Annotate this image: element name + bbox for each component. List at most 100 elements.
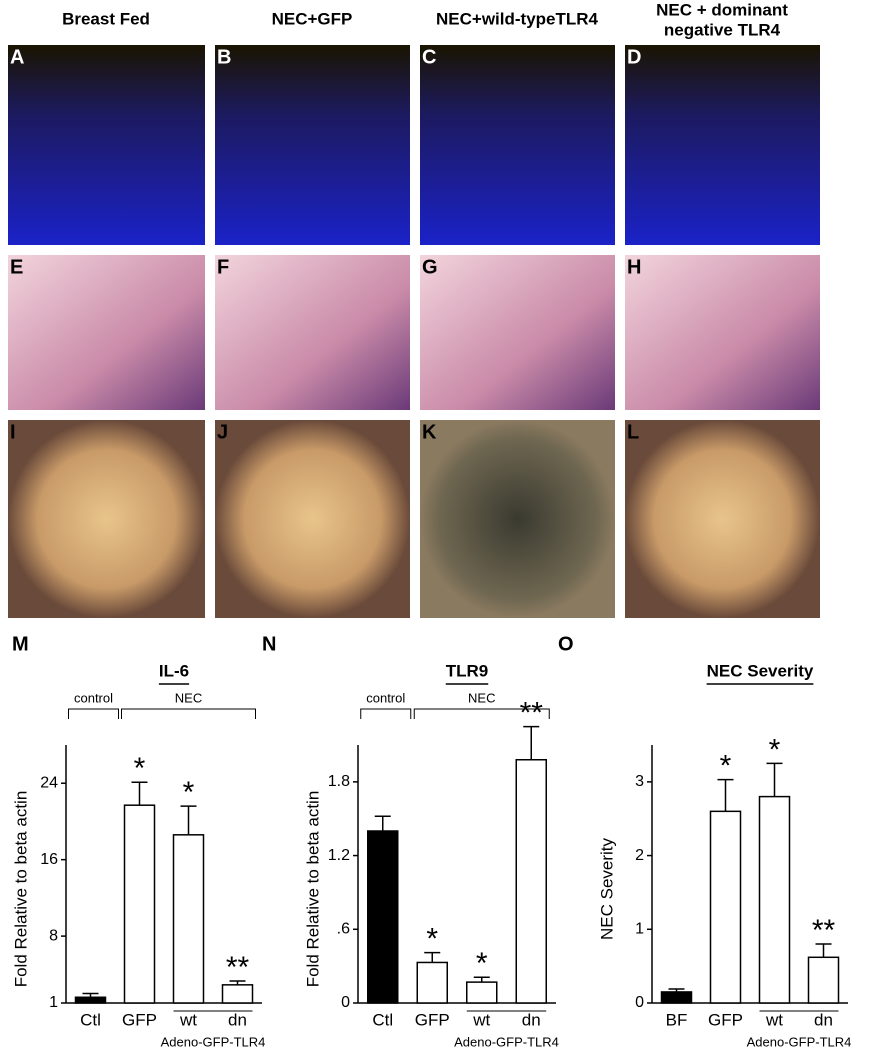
x-tick-label: dn [814, 1010, 833, 1029]
bar-chart: M IL-6 Fold Relative to beta actin 1 8 16 24 Ct… [11, 633, 265, 1049]
bar [515, 758, 547, 1004]
bar [221, 984, 254, 1004]
column-title: negative TLR4 [664, 20, 781, 39]
significance-marker: * [134, 752, 146, 785]
y-tick-label: 1.2 [328, 847, 350, 864]
histology-image [8, 255, 205, 410]
fluorescence-image [8, 45, 205, 245]
significance-marker: ** [812, 914, 836, 947]
error-bar [717, 778, 734, 812]
panel-letter: L [627, 421, 639, 443]
error-bar [668, 988, 685, 992]
chart-title: NEC Severity [707, 661, 814, 680]
error-bar [766, 762, 783, 797]
panel-letter: N [262, 633, 276, 655]
y-tick-label: 8 [49, 927, 58, 944]
panel-letter: C [422, 46, 436, 68]
bar [466, 981, 498, 1004]
group-label: control [74, 690, 113, 705]
significance-marker: * [183, 776, 195, 809]
x-tick-label: dn [228, 1010, 247, 1029]
x-group-label: Adeno-GFP-TLR4 [747, 1034, 852, 1049]
significance-marker: * [720, 750, 732, 783]
panel-letter: K [422, 421, 437, 443]
photo-image [215, 420, 410, 618]
x-group-label: Adeno-GFP-TLR4 [161, 1034, 266, 1049]
y-tick-label: 1 [49, 994, 58, 1011]
x-tick-label: wt [472, 1010, 490, 1029]
y-tick-label: 3 [635, 773, 644, 790]
group-bracket [413, 708, 550, 719]
error-bar [523, 725, 540, 760]
photo-image [420, 420, 615, 618]
group-label: NEC [468, 690, 495, 705]
x-tick-label: wt [765, 1010, 783, 1029]
y-tick-label: 24 [40, 774, 58, 791]
bar [709, 810, 742, 1004]
panel-letter: J [217, 421, 228, 443]
x-tick-label: GFP [415, 1010, 450, 1029]
panel-letter: B [217, 46, 231, 68]
group-bracket [360, 708, 412, 719]
x-tick-label: GFP [122, 1010, 157, 1029]
error-bar [229, 980, 246, 985]
panel-letter: D [627, 46, 641, 68]
bar [807, 956, 840, 1004]
panel-letter: E [10, 256, 23, 278]
x-tick-label: dn [522, 1010, 541, 1029]
error-bar [180, 805, 197, 835]
fluorescence-image [420, 45, 615, 245]
x-tick-label: BF [666, 1010, 688, 1029]
image-panels [8, 45, 820, 618]
error-bar [815, 943, 832, 958]
column-title: Breast Fed [62, 9, 150, 28]
bar [660, 991, 693, 1004]
y-axis-label: NEC Severity [597, 837, 616, 940]
y-tick-label: 0 [341, 994, 350, 1011]
panel-letter: A [10, 46, 24, 68]
x-tick-label: wt [179, 1010, 197, 1029]
y-tick-label: .6 [337, 921, 350, 938]
fluorescence-image [625, 45, 820, 245]
group-bracket [68, 708, 119, 719]
bar [367, 830, 399, 1004]
y-axis-label: Fold Relative to beta actin [11, 791, 30, 988]
significance-marker: * [476, 947, 488, 980]
column-title: NEC + dominant [656, 0, 788, 19]
bar [416, 961, 448, 1004]
significance-marker: ** [226, 951, 250, 984]
group-label: NEC [175, 690, 202, 705]
x-tick-label: Ctl [372, 1010, 393, 1029]
column-title: NEC+wild-typeTLR4 [436, 9, 599, 28]
error-bar [82, 992, 99, 998]
error-bar [424, 951, 441, 963]
y-tick-label: 16 [40, 851, 58, 868]
bar-chart: O NEC Severity NEC Severity 0 1 2 3 BF * GFP * wt **… [558, 633, 851, 1049]
significance-marker: * [769, 733, 781, 766]
y-tick-label: 2 [635, 847, 644, 864]
error-bar [473, 976, 490, 983]
histology-image [625, 255, 820, 410]
panel-letter: I [10, 421, 16, 443]
histology-image [420, 255, 615, 410]
bar [74, 996, 107, 1004]
photo-image [625, 420, 820, 618]
chart-title: TLR9 [446, 661, 489, 680]
x-group-label: Adeno-GFP-TLR4 [454, 1034, 559, 1049]
bar [758, 795, 791, 1004]
group-bracket [121, 708, 256, 719]
panel-letter: M [12, 633, 29, 655]
y-tick-label: 1 [635, 921, 644, 938]
y-axis-label: Fold Relative to beta actin [303, 791, 322, 988]
error-bar [374, 815, 391, 831]
x-tick-label: GFP [708, 1010, 743, 1029]
group-label: control [366, 690, 405, 705]
chart-title: IL-6 [159, 661, 189, 680]
column-title: NEC+GFP [272, 9, 353, 28]
panel-letter: F [217, 256, 229, 278]
photo-image [8, 420, 205, 618]
panel-letter: G [422, 256, 438, 278]
bar-chart: N TLR9 Fold Relative to beta actin 0 .6 1.2 1.… [262, 633, 559, 1049]
x-tick-label: Ctl [80, 1010, 101, 1029]
